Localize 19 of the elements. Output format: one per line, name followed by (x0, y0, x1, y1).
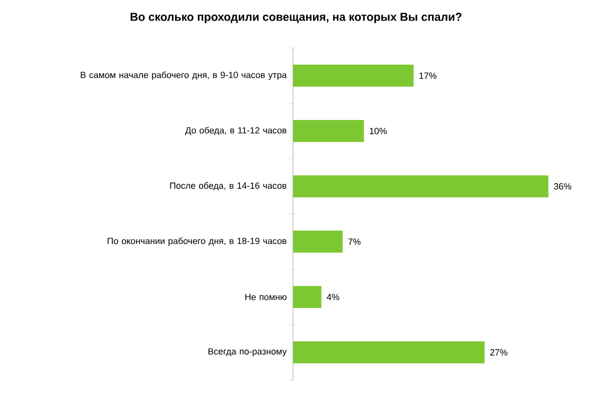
bar (293, 64, 414, 87)
data-label: 17% (420, 72, 436, 79)
y-tick-label: В самом начале рабочего дня, в 9-10 часов утра (80, 71, 287, 80)
chart-title: Во сколько проходили совещания, на которых Вы спали? (130, 12, 462, 24)
y-tick-label: Всегда по-разному (208, 348, 287, 356)
data-label: 7% (348, 238, 361, 245)
data-label: 10% (370, 128, 387, 134)
y-tick-label: До обеда, в 11-12 часов (185, 126, 286, 136)
bar (293, 230, 343, 253)
data-label: 27% (490, 349, 508, 356)
y-tick-label: Не помню (245, 294, 286, 300)
y-tick-label: После обеда, в 14-16 часов (170, 182, 286, 191)
bar (293, 175, 548, 198)
bar (293, 341, 485, 364)
data-label: 4% (326, 294, 340, 300)
y-tick-label: По окончании рабочего дня, в 18-19 часов (108, 237, 286, 246)
bar (293, 120, 364, 142)
bar (293, 286, 322, 308)
data-label: 36% (554, 183, 572, 190)
